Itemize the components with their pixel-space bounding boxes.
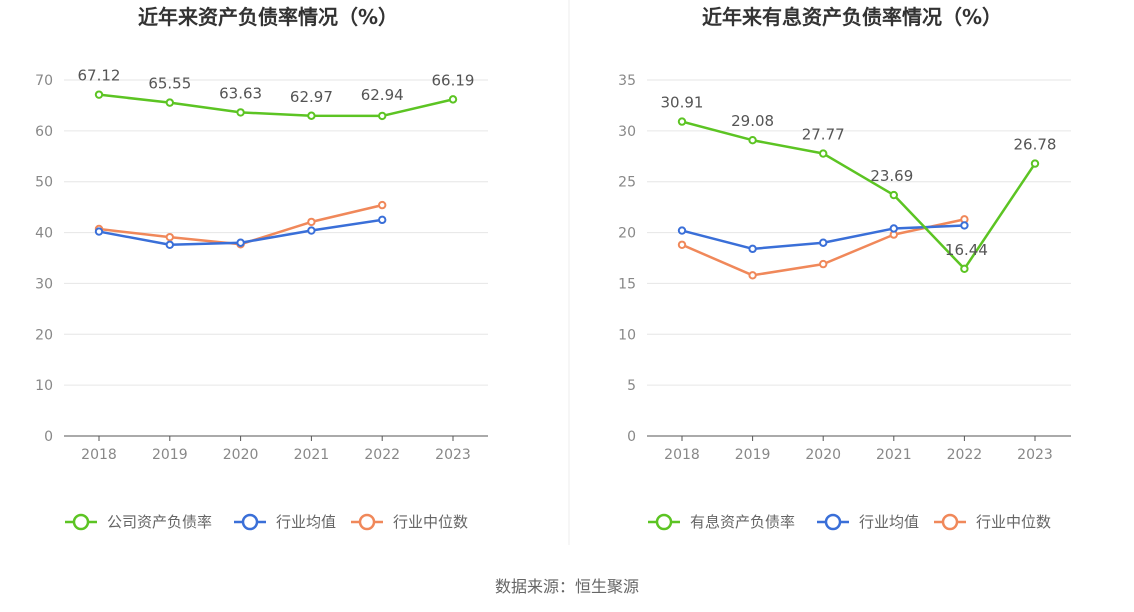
data-point-0 [748,136,757,145]
y-tick-label: 60 [35,124,53,140]
y-tick-label: 50 [35,175,53,191]
data-label: 30.91 [661,94,704,112]
x-tick-label: 2022 [364,447,400,463]
y-tick-label: 0 [627,429,636,445]
legend-label: 有息资产负债率 [690,513,795,531]
legend-marker [241,513,259,531]
x-tick-label: 2020 [805,447,841,463]
chart-title: 近年来资产负债率情况（%） [138,5,398,29]
data-point-0 [378,111,387,121]
data-point-0 [960,264,969,273]
y-tick-label: 5 [627,378,636,394]
data-point-2 [677,240,687,249]
x-tick-label: 2023 [435,447,471,463]
data-label: 62.94 [361,86,404,104]
data-point-0 [1030,159,1040,168]
data-source-note: 数据来源：恒生聚源 [495,577,639,596]
data-point-0 [307,111,316,120]
data-point-1 [165,240,175,249]
data-label: 26.78 [1014,136,1057,154]
y-tick-label: 30 [35,276,53,292]
y-tick-label: 20 [618,226,636,242]
data-point-0 [448,95,458,104]
data-point-0 [236,108,245,117]
legend-marker [358,513,376,531]
data-label: 23.69 [870,167,913,185]
x-tick-label: 2022 [947,447,983,463]
legend-marker [655,513,673,531]
x-tick-label: 2018 [664,447,700,463]
x-tick-label: 2021 [876,447,912,463]
x-tick-label: 2023 [1017,447,1053,463]
data-point-1 [748,244,757,254]
y-tick-label: 0 [44,429,53,445]
legend-marker [72,513,90,531]
y-tick-label: 15 [618,276,636,292]
y-tick-label: 30 [618,124,636,140]
legend-label: 行业中位数 [393,513,468,531]
chart-panel-interest-debt-ratio: 近年来有息资产负债率情况（%） 0 5 10 15 20 25 30 35 2018 2019 202… [618,5,1071,531]
x-tick-label: 2020 [223,447,259,463]
data-point-2 [378,200,387,210]
data-point-2 [307,217,316,227]
data-label: 65.55 [148,75,191,93]
legend-label: 行业均值 [859,513,919,531]
data-point-0 [165,98,175,107]
data-label: 29.08 [731,112,774,130]
x-tick-label: 2019 [735,447,771,463]
data-point-1 [307,226,316,235]
legend-label: 行业均值 [276,513,336,531]
y-tick-label: 35 [618,73,636,89]
x-tick-label: 2021 [294,447,330,463]
legend-marker [941,513,959,531]
data-point-1 [889,224,898,233]
x-tick-label: 2018 [81,447,117,463]
data-point-2 [165,232,175,242]
legend-marker [824,513,842,531]
legend-label: 行业中位数 [976,513,1051,531]
chart-title: 近年来有息资产负债率情况（%） [702,5,1002,29]
x-tick-label: 2019 [152,447,188,463]
data-point-0 [677,117,687,126]
series-line-0 [681,120,1037,271]
data-label: 27.77 [802,126,845,144]
data-label: 62.97 [290,88,333,106]
data-point-1 [378,215,387,225]
y-tick-label: 20 [35,327,53,343]
data-point-0 [819,149,828,158]
data-label: 67.12 [78,67,121,85]
data-point-1 [236,238,245,247]
data-point-2 [819,259,828,269]
data-point-1 [94,227,104,236]
y-tick-label: 40 [35,226,53,242]
data-label: 66.19 [432,71,475,89]
y-tick-label: 10 [35,378,53,394]
series-line-0 [98,93,454,118]
data-point-1 [677,226,687,235]
legend-label: 公司资产负债率 [107,513,212,531]
y-tick-label: 25 [618,175,636,191]
data-point-2 [748,271,757,280]
chart-panel-debt-ratio: 近年来资产负债率情况（%） 0 10 20 30 40 50 60 70 2018 2019 2020… [35,5,488,531]
data-point-0 [94,90,104,99]
data-point-1 [960,221,969,230]
data-point-0 [889,190,898,200]
y-tick-label: 10 [618,327,636,343]
data-label: 16.44 [945,241,988,259]
y-tick-label: 70 [35,73,53,89]
data-label: 63.63 [219,84,262,102]
data-point-1 [819,238,828,247]
